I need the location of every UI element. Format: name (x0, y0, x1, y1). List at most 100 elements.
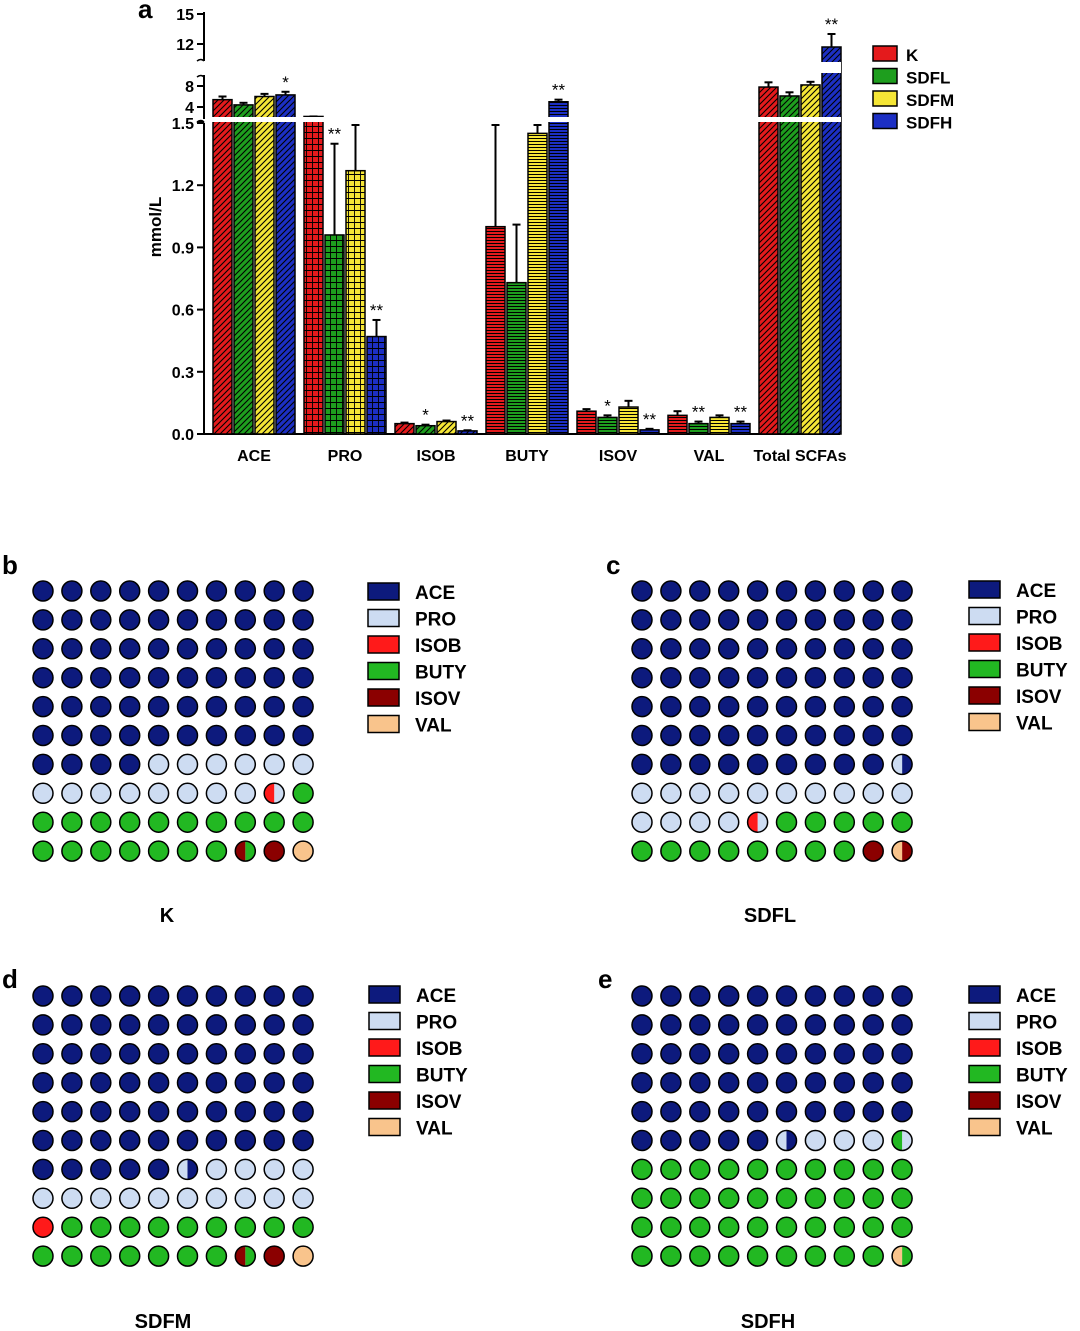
bar-PRO-SDFH (366, 335, 387, 435)
waffle-dot-ACE (804, 609, 827, 631)
waffle-dot-BUTY (660, 1216, 682, 1238)
waffle-dot-ACE (746, 695, 769, 718)
waffle-dot-ACE (263, 1129, 285, 1152)
waffle-dot-ACE (32, 1043, 54, 1065)
waffle-dot-ACE (891, 1071, 913, 1094)
waffle-dot-part-ACE (187, 1159, 198, 1180)
waffle-dot-BUTY (746, 1158, 769, 1181)
waffle-dot-ACE (717, 724, 740, 747)
waffle-dot-ACE (61, 1100, 83, 1123)
waffle-dot-part-ACE (786, 1130, 797, 1151)
panel-label-c: c (606, 550, 620, 580)
bar-BUTY-K (485, 225, 506, 435)
significance-label: ** (643, 410, 657, 429)
legend-label-SDFL: SDFL (906, 69, 950, 88)
x-tick-label: BUTY (505, 448, 549, 465)
waffle-dot-ACE (689, 695, 711, 718)
waffle-dot-ACE (118, 609, 141, 631)
waffle-dot-ACE (775, 753, 798, 776)
waffle-dot-ACE (775, 666, 798, 689)
waffle-dot-BUTY (833, 1216, 856, 1238)
waffle-dot-BUTY (746, 840, 769, 862)
y-tick-label: 0.9 (172, 240, 194, 257)
waffle-dot-ACE (891, 1100, 913, 1123)
waffle-dot-ACE (176, 1100, 199, 1123)
waffle-dot-outline (263, 782, 285, 805)
waffle-dot-BUTY (118, 1245, 141, 1267)
waffle-dot-split (775, 1129, 798, 1152)
waffle-legend-swatch-PRO (968, 606, 1001, 626)
waffle-dot-split (234, 840, 257, 862)
waffle-dot-split (263, 782, 285, 805)
x-tick-label: PRO (328, 448, 363, 465)
waffle-dot-ACE (90, 1014, 112, 1036)
waffle-dot-PRO (147, 753, 170, 776)
waffle-dot-BUTY (891, 1158, 913, 1181)
waffle-dot-ACE (833, 638, 856, 660)
waffle-dot-ACE (292, 985, 314, 1007)
waffle-dot-PRO (61, 1187, 83, 1210)
waffle-dot-ACE (891, 985, 913, 1007)
waffle-dot-split (891, 1129, 913, 1152)
waffle-legend-label-VAL: VAL (1016, 1119, 1053, 1140)
waffle-dot-ACE (90, 1129, 112, 1152)
waffle-dot-outline (746, 811, 769, 833)
waffle-dot-BUTY (147, 1245, 170, 1267)
waffle-dot-BUTY (205, 840, 228, 862)
waffle-legend-swatch-BUTY (968, 659, 1001, 679)
panel-label-b: b (2, 550, 18, 580)
waffle-dot-part-PRO (892, 754, 903, 775)
waffle-dot-ACE (717, 1043, 740, 1065)
waffle-dot-BUTY (775, 840, 798, 862)
waffle-dot-BUTY (833, 1158, 856, 1181)
waffle-dot-ACE (147, 985, 170, 1007)
y-tick-label: 0.6 (172, 303, 194, 320)
waffle-dot-ACE (660, 609, 682, 631)
waffle-dot-ACE (90, 1158, 112, 1181)
bar-Total SCFAs-SDFL (779, 95, 800, 435)
bar-Total SCFAs-K (758, 86, 779, 435)
waffle-dot-ACE (689, 1129, 711, 1152)
waffle-dot-ACE (292, 724, 314, 747)
legend-swatch-SDFH (872, 112, 898, 130)
waffle-dot-BUTY (804, 1158, 827, 1181)
waffle-dot-ACE (147, 724, 170, 747)
waffle-dot-ACE (61, 1071, 83, 1094)
waffle-legend-swatch-ACE (368, 985, 401, 1004)
waffle-dot-ACE (862, 1014, 884, 1036)
waffle-dot-ACE (147, 695, 170, 718)
waffle-chart-SDFM: ACE PRO ISOB BUTY ISOV VAL (32, 985, 468, 1267)
waffle-dot-ACE (176, 1014, 199, 1036)
waffle-dot-BUTY (746, 1245, 769, 1267)
waffle-dot-ACE (61, 1129, 83, 1152)
waffle-dot-ACE (61, 580, 83, 602)
significance-label: ** (825, 15, 839, 34)
waffle-legend-swatch-VAL (368, 1117, 401, 1137)
waffle-dot-BUTY (90, 811, 112, 833)
waffle-dot-ACE (205, 1129, 228, 1152)
waffle-dot-PRO (689, 811, 711, 833)
waffle-dot-BUTY (147, 1216, 170, 1238)
waffle-dot-ACE (833, 1043, 856, 1065)
waffle-dot-ACE (176, 985, 199, 1007)
waffle-dot-outline (891, 840, 913, 862)
waffle-legend-label-BUTY: BUTY (1016, 1066, 1068, 1087)
waffle-dot-PRO (862, 1129, 884, 1152)
waffle-dot-ACE (631, 1043, 653, 1065)
waffle-dot-ACE (717, 638, 740, 660)
waffle-dot-ACE (263, 580, 285, 602)
waffle-legend-swatch-ACE (968, 580, 1001, 599)
waffle-dot-BUTY (631, 1216, 653, 1238)
legend-label-SDFH: SDFH (906, 114, 952, 133)
waffle-dot-BUTY (176, 1216, 199, 1238)
bar-ISOB-K (394, 422, 415, 435)
waffle-dot-ACE (147, 1043, 170, 1065)
waffle-legend-swatch-PRO (367, 608, 400, 628)
waffle-dot-ACE (176, 638, 199, 660)
waffle-title-SDFH: SDFH (741, 1311, 795, 1331)
significance-label: ** (734, 403, 748, 422)
waffle-dot-ACE (90, 666, 112, 689)
significance-label: ** (328, 125, 342, 144)
waffle-dot-ACE (205, 1014, 228, 1036)
waffle-dot-BUTY (775, 1158, 798, 1181)
